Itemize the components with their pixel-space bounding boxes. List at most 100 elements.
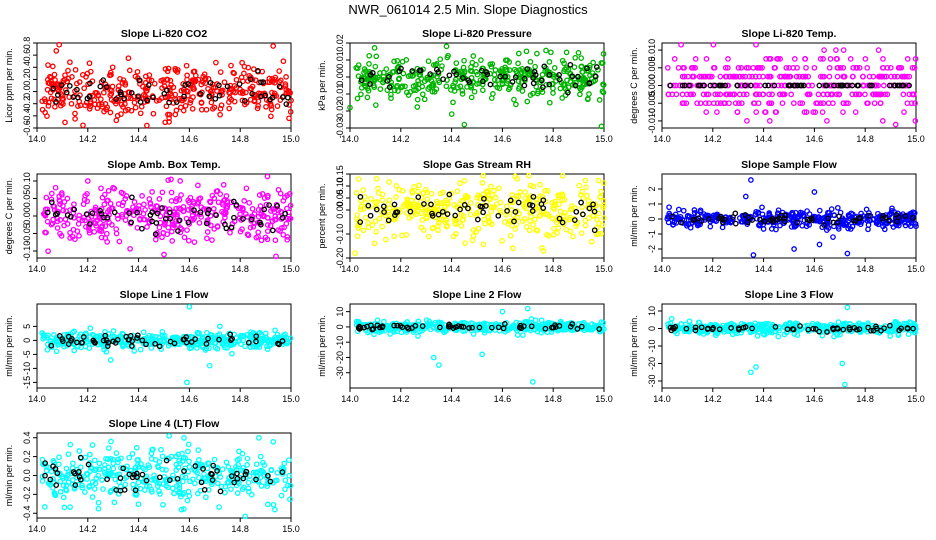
data-point — [200, 73, 207, 80]
data-point — [220, 181, 227, 188]
data-point — [371, 84, 378, 91]
x-tick-label: 14.6 — [494, 264, 512, 274]
data-point — [56, 454, 62, 461]
data-point — [563, 226, 569, 233]
data-point — [108, 438, 114, 445]
y-tick-label: 0.00 — [335, 68, 345, 86]
outlier-point — [352, 250, 358, 257]
data-point — [894, 73, 901, 80]
data-point — [125, 106, 131, 113]
data-point — [185, 237, 192, 244]
data-point — [527, 58, 534, 65]
data-point — [738, 100, 745, 107]
data-point — [579, 204, 585, 210]
data-point — [192, 78, 199, 85]
data-point — [53, 47, 60, 54]
data-point-black — [224, 83, 231, 90]
x-tick-label: 15.0 — [907, 264, 925, 274]
data-point — [459, 91, 466, 97]
data-point — [242, 343, 248, 350]
data-point-black — [538, 77, 545, 84]
y-tick-label: -5 — [22, 350, 32, 358]
data-point — [389, 69, 396, 75]
data-point — [912, 56, 919, 62]
outlier-point — [430, 354, 437, 361]
data-point — [587, 72, 593, 79]
data-point-black — [185, 81, 192, 87]
data-point — [551, 225, 557, 232]
data-point — [450, 82, 456, 89]
data-point-black — [50, 85, 57, 92]
data-point — [871, 100, 878, 107]
data-point — [198, 106, 205, 113]
data-point — [911, 64, 918, 71]
data-point — [153, 98, 160, 104]
data-point — [278, 492, 285, 499]
data-point-black — [722, 82, 729, 89]
data-point — [899, 73, 906, 80]
data-point — [128, 107, 135, 114]
data-point — [787, 73, 794, 80]
data-point — [95, 499, 102, 506]
data-point — [534, 50, 540, 57]
data-point — [191, 86, 197, 92]
data-point — [231, 98, 238, 105]
data-point — [365, 87, 372, 94]
data-point — [113, 226, 120, 232]
data-point — [774, 56, 780, 62]
data-point — [559, 57, 566, 64]
data-point — [754, 333, 761, 339]
data-point — [252, 91, 259, 98]
data-point — [582, 177, 589, 184]
data-point — [234, 490, 241, 496]
data-point — [391, 58, 397, 65]
data-point — [71, 201, 77, 208]
data-point-black — [269, 94, 276, 101]
data-point — [731, 73, 737, 80]
data-point — [213, 59, 219, 66]
data-point — [778, 73, 785, 80]
data-point — [377, 86, 384, 92]
data-point-black — [121, 487, 128, 493]
data-point — [520, 332, 526, 338]
data-point — [523, 48, 530, 55]
data-point — [820, 100, 827, 107]
data-point — [393, 84, 400, 90]
data-point-black — [531, 68, 538, 75]
data-point — [253, 461, 260, 468]
data-point-black — [255, 68, 261, 74]
data-point — [403, 57, 410, 63]
data-point — [419, 217, 426, 223]
data-point — [900, 91, 907, 98]
data-point — [817, 73, 824, 80]
data-point — [470, 232, 477, 239]
data-point — [515, 85, 522, 92]
data-point — [891, 73, 898, 80]
scatter-points — [40, 173, 294, 260]
data-point-black — [103, 84, 110, 90]
data-point — [816, 207, 823, 214]
data-point-black — [284, 94, 291, 101]
data-point — [766, 118, 773, 124]
data-point-black — [283, 101, 290, 107]
outlier-point — [748, 369, 754, 376]
data-point — [598, 60, 605, 66]
data-point-black — [247, 76, 254, 83]
y-tick-label: -2 — [647, 245, 657, 253]
data-point-black — [128, 90, 135, 96]
data-point — [847, 56, 854, 62]
data-point — [819, 109, 826, 115]
data-point — [111, 499, 118, 506]
data-point — [862, 91, 868, 98]
x-tick-label: 14.8 — [856, 134, 874, 144]
data-point — [791, 56, 798, 62]
data-point — [190, 94, 196, 100]
data-point-black — [899, 82, 905, 89]
main-title: NWR_061014 2.5 Min. Slope Diagnostics — [348, 2, 588, 17]
y-tick-label: -0.10 — [335, 224, 345, 245]
data-point — [479, 179, 486, 186]
data-point — [360, 187, 366, 193]
data-point — [419, 91, 426, 98]
